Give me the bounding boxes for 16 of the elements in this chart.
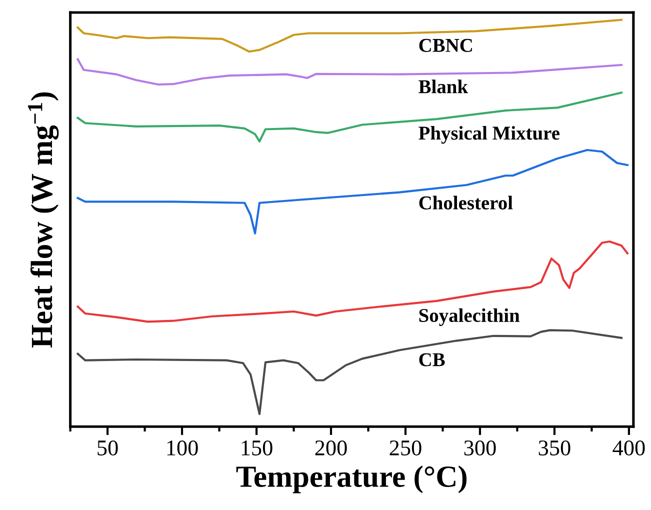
series-label: CB: [419, 353, 445, 366]
x-tick-label: 350: [538, 440, 570, 456]
x-tick-label: 50: [98, 440, 118, 456]
series-label: CBNC: [419, 38, 472, 52]
series-label: Physical Mixture: [418, 126, 560, 144]
x-axis-title: Temperature (°C): [236, 466, 467, 494]
x-tick-label: 100: [167, 440, 198, 456]
series-label: Blank: [418, 80, 468, 94]
series-label: Cholesterol: [419, 196, 513, 210]
x-tick-label: 400: [612, 440, 645, 456]
x-tick-label: 150: [242, 440, 272, 456]
y-axis-title: Heat flow (W mg$^{−1}$): [28, 92, 59, 348]
x-tick-label: 250: [390, 440, 422, 456]
x-tick-label: 200: [315, 440, 347, 456]
x-tick-label: 300: [464, 440, 496, 456]
series-label: Soyalecithin: [419, 308, 520, 326]
